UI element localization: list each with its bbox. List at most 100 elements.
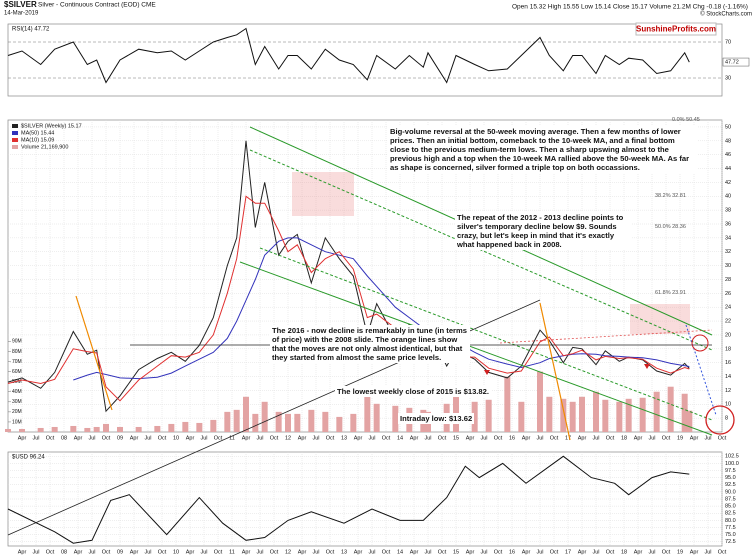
- volume-bar: [51, 426, 58, 432]
- x-tick-label: Apr: [410, 549, 419, 555]
- y-tick-label: 82.5: [725, 511, 736, 517]
- x-tick-label: Apr: [354, 549, 363, 555]
- y-tick-label: 102.5: [725, 454, 739, 460]
- volume-bar: [602, 399, 609, 432]
- panel-title: RSI(14) 47.72: [12, 27, 50, 33]
- volume-bar: [243, 396, 249, 432]
- y-tick-label: 100.0: [725, 461, 739, 467]
- volume-bar: [210, 419, 217, 432]
- y-tick-label: 12: [725, 388, 731, 394]
- channel-line: [259, 247, 713, 421]
- x-tick-label: Jul: [256, 549, 263, 555]
- x-tick-label: Jul: [424, 549, 431, 555]
- x-tick-label: Oct: [102, 549, 111, 555]
- arrow: [484, 370, 490, 375]
- x-tick-label: Oct: [382, 549, 391, 555]
- x-tick-label: Oct: [662, 435, 671, 441]
- x-tick-label: Oct: [606, 435, 615, 441]
- target-circle: [691, 334, 709, 352]
- annotation: The lowest weekly close of 2015 is $13.8…: [335, 386, 491, 397]
- source: © StockCharts.com: [700, 11, 752, 18]
- x-tick-label: Apr: [18, 435, 27, 441]
- y2-tick-label: 20M: [12, 409, 22, 415]
- highlight-box: [630, 304, 690, 334]
- volume-bar: [37, 427, 44, 432]
- y-tick-label: 95.0: [725, 475, 736, 481]
- volume-bar: [168, 423, 175, 432]
- y2-tick-label: 60M: [12, 369, 22, 375]
- volume-bar: [518, 401, 525, 432]
- volume-bar: [233, 409, 240, 432]
- volume-bar: [84, 427, 91, 432]
- x-tick-label: Jul: [480, 549, 487, 555]
- x-tick-label: Oct: [494, 435, 503, 441]
- volume-bar: [569, 401, 576, 432]
- y-tick-label: 48: [725, 138, 731, 144]
- x-tick-label: Jul: [88, 549, 95, 555]
- x-tick-label: Oct: [270, 435, 279, 441]
- x-tick-label: Apr: [18, 549, 27, 555]
- x-tick-label: 14: [397, 435, 403, 441]
- x-tick-label: 15: [453, 549, 459, 555]
- annotation: The 2016 - now decline is remarkably in …: [270, 325, 470, 363]
- y-tick-label: 40: [725, 194, 731, 200]
- orange-line: [539, 302, 571, 441]
- x-tick-label: Apr: [354, 435, 363, 441]
- volume-bar: [308, 409, 315, 432]
- y-tick-label: 90.0: [725, 489, 736, 495]
- y2-tick-label: 10M: [12, 419, 22, 425]
- x-tick-label: Jul: [312, 435, 319, 441]
- x-tick-label: Oct: [326, 435, 335, 441]
- legend-swatch: [12, 131, 18, 135]
- y-tick-label: 70: [725, 39, 731, 45]
- y-tick-label: 42: [725, 180, 731, 186]
- last-value-label: 47.72: [725, 60, 739, 66]
- volume-bar: [294, 413, 301, 432]
- x-tick-label: Jul: [144, 549, 151, 555]
- x-tick-label: Oct: [606, 549, 615, 555]
- volume-bar: [560, 398, 567, 432]
- x-tick-label: Apr: [242, 549, 251, 555]
- volume-bar: [392, 405, 399, 432]
- volume-bar: [135, 426, 142, 432]
- x-tick-label: Oct: [718, 435, 727, 441]
- x-tick-label: Oct: [438, 549, 447, 555]
- target-circle: [705, 405, 735, 435]
- x-tick-label: 18: [621, 435, 627, 441]
- x-tick-label: Jul: [32, 549, 39, 555]
- volume-bar: [322, 411, 329, 432]
- x-tick-label: Apr: [130, 549, 139, 555]
- volume-bar: [117, 426, 123, 432]
- x-tick-label: 19: [677, 549, 683, 555]
- x-tick-label: Apr: [634, 435, 643, 441]
- volume-bar: [686, 410, 693, 432]
- legend-label: MA(10) 15.09: [21, 137, 54, 143]
- x-tick-label: Jul: [144, 435, 151, 441]
- volume-bar: [252, 413, 259, 432]
- x-tick-label: Apr: [186, 549, 195, 555]
- volume-bar: [261, 401, 268, 432]
- symbol: $SILVER: [4, 0, 37, 9]
- y-tick-label: 32: [725, 249, 731, 255]
- y-tick-label: 24: [725, 305, 731, 311]
- projection: [685, 324, 717, 416]
- x-tick-label: Oct: [662, 549, 671, 555]
- x-tick-label: 11: [229, 549, 235, 555]
- volume-bar: [485, 399, 492, 432]
- x-tick-label: Jul: [256, 435, 263, 441]
- volume-bar: [5, 428, 11, 432]
- x-tick-label: Apr: [466, 435, 475, 441]
- y-tick-label: 44: [725, 166, 731, 172]
- x-tick-label: 10: [173, 435, 179, 441]
- x-tick-label: Oct: [46, 549, 55, 555]
- x-tick-label: Jul: [592, 549, 599, 555]
- x-tick-label: Apr: [690, 549, 699, 555]
- volume-bar: [504, 376, 511, 432]
- y2-tick-label: 30M: [12, 399, 22, 405]
- volume-bar: [19, 428, 25, 432]
- quote: Open 15.32 High 15.55 Low 15.14 Close 15…: [512, 4, 748, 11]
- x-tick-label: Jul: [536, 549, 543, 555]
- x-tick-label: Apr: [242, 435, 251, 441]
- volume-bar: [275, 411, 282, 432]
- panel-title: $USD 96.24: [12, 455, 45, 461]
